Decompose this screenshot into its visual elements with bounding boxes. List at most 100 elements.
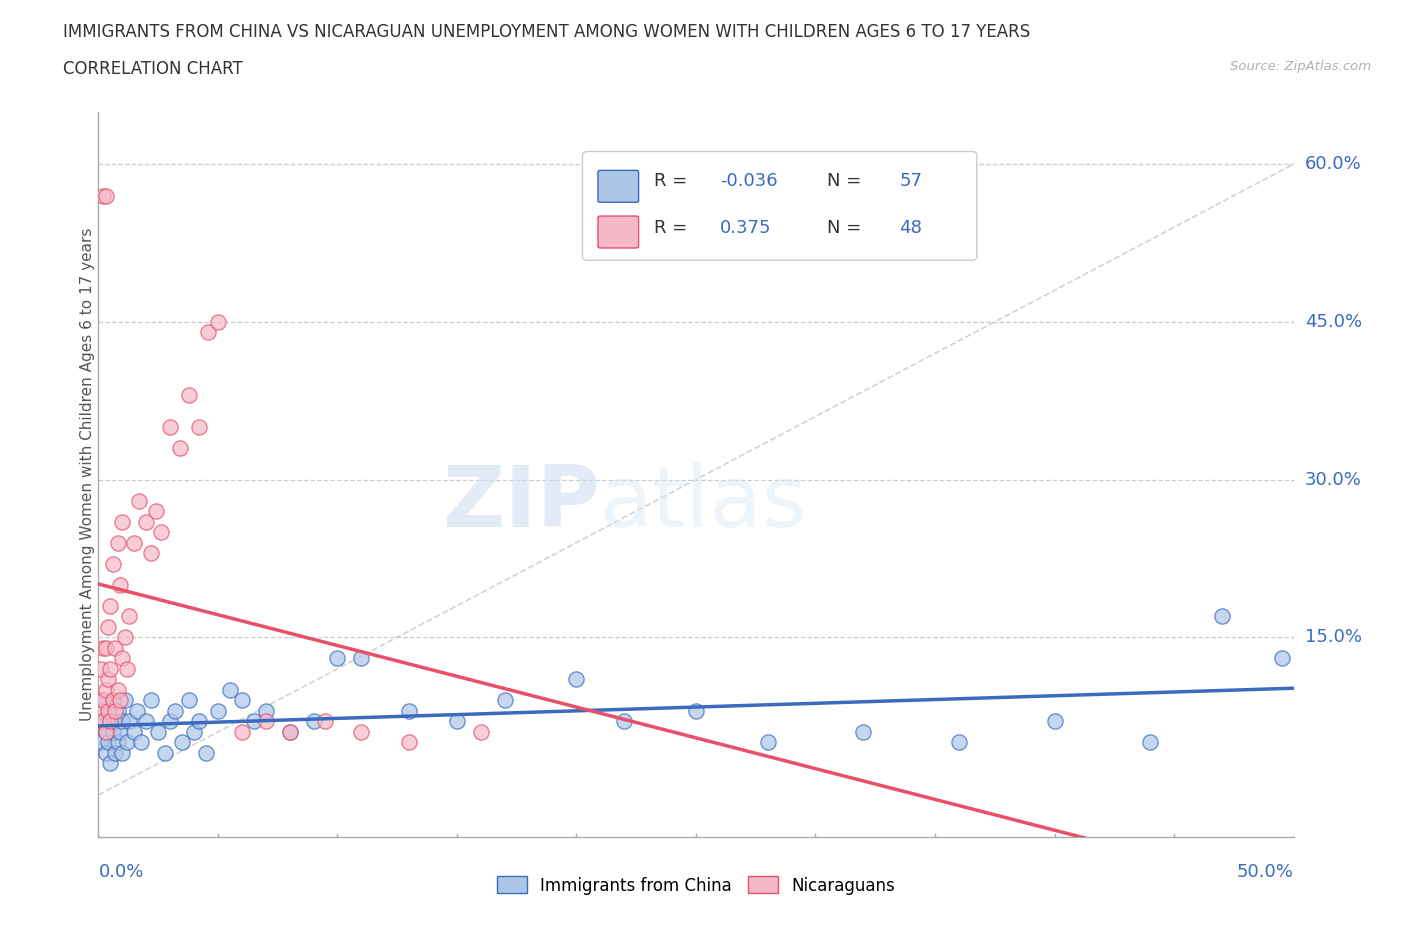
Point (101, 693, 124, 708)
Point (118, 609, 141, 624)
Point (91, 693, 114, 708)
Point (125, 703, 148, 718)
Point (108, 693, 131, 708)
Point (278, 724, 301, 739)
Point (948, 735, 970, 750)
Point (94, 188, 117, 203)
Text: R =: R = (654, 171, 688, 190)
Point (145, 504, 167, 519)
Point (94, 641, 117, 656)
Point (254, 703, 277, 718)
Text: N =: N = (827, 219, 862, 237)
Point (398, 703, 420, 718)
Point (94, 683, 117, 698)
Point (104, 703, 127, 718)
Point (183, 724, 205, 739)
Point (1043, 714, 1066, 729)
Point (107, 735, 129, 750)
Point (159, 419, 181, 434)
Point (91, 641, 114, 656)
Point (231, 724, 253, 739)
Point (179, 388, 201, 403)
Text: 15.0%: 15.0% (1305, 629, 1361, 646)
Text: 57: 57 (900, 171, 922, 190)
FancyBboxPatch shape (598, 216, 638, 248)
Point (1211, 609, 1233, 624)
Point (756, 735, 779, 750)
Point (104, 641, 127, 656)
Point (172, 735, 194, 750)
Point (1139, 735, 1161, 750)
Point (101, 724, 124, 739)
Point (169, 441, 191, 456)
Point (155, 746, 177, 761)
Point (254, 714, 277, 729)
Point (98, 714, 122, 729)
Point (107, 535, 129, 550)
Point (91, 714, 114, 729)
FancyBboxPatch shape (582, 152, 977, 260)
Point (195, 746, 218, 761)
Point (115, 735, 138, 750)
Point (115, 661, 138, 676)
Point (163, 703, 186, 718)
Point (111, 746, 134, 761)
Point (565, 671, 588, 686)
Legend: Immigrants from China, Nicaraguans: Immigrants from China, Nicaraguans (489, 870, 903, 901)
Point (114, 693, 136, 708)
Point (613, 714, 636, 729)
Point (114, 630, 136, 644)
Point (219, 683, 242, 698)
Point (1271, 651, 1294, 666)
Point (90, 703, 112, 718)
Point (91, 188, 114, 203)
Text: 48: 48 (900, 219, 922, 237)
Point (118, 714, 141, 729)
Point (187, 419, 209, 434)
Point (139, 546, 162, 561)
Point (91, 693, 114, 708)
Point (207, 703, 229, 718)
Point (139, 693, 162, 708)
Y-axis label: Unemployment Among Women with Children Ages 6 to 17 years: Unemployment Among Women with Children A… (80, 228, 94, 721)
Point (326, 651, 349, 666)
Point (107, 683, 129, 698)
Point (231, 693, 253, 708)
Point (315, 714, 337, 729)
Point (101, 556, 124, 571)
Text: Source: ZipAtlas.com: Source: ZipAtlas.com (1230, 60, 1371, 73)
Point (350, 724, 373, 739)
Point (149, 525, 172, 539)
Text: 0.375: 0.375 (720, 219, 772, 237)
Point (494, 693, 516, 708)
Text: 50.0%: 50.0% (1237, 863, 1294, 882)
Point (131, 735, 153, 750)
Point (243, 714, 266, 729)
Text: 60.0%: 60.0% (1305, 155, 1361, 173)
Point (104, 746, 127, 761)
Point (91, 714, 114, 729)
Text: atlas: atlas (600, 462, 808, 545)
Point (97, 619, 120, 634)
Point (90, 735, 112, 750)
Point (107, 703, 129, 718)
Point (104, 714, 127, 729)
Point (97, 703, 120, 718)
Point (470, 724, 492, 739)
Text: N =: N = (827, 171, 862, 190)
Point (197, 325, 219, 339)
Point (350, 651, 373, 666)
Point (159, 714, 181, 729)
Point (446, 714, 468, 729)
Point (124, 535, 146, 550)
Point (685, 703, 707, 718)
Point (97, 735, 120, 750)
Point (135, 714, 157, 729)
Point (94, 724, 117, 739)
Text: 0.0%: 0.0% (98, 863, 143, 882)
Text: CORRELATION CHART: CORRELATION CHART (63, 60, 243, 78)
Text: 30.0%: 30.0% (1305, 471, 1361, 488)
Point (111, 651, 134, 666)
Point (852, 724, 875, 739)
Text: IMMIGRANTS FROM CHINA VS NICARAGUAN UNEMPLOYMENT AMONG WOMEN WITH CHILDREN AGES : IMMIGRANTS FROM CHINA VS NICARAGUAN UNEM… (63, 23, 1031, 41)
